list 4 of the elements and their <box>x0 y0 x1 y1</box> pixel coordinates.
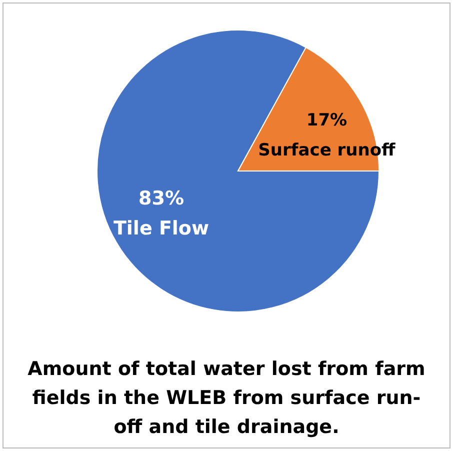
data-label: 17% <box>306 110 348 131</box>
text: Amount of total water lost from farm fields in the WLEB from surface run-off and tile drainage. <box>28 358 426 438</box>
slice-label: Tile Flow <box>113 217 210 240</box>
data-label: 83% <box>138 187 184 210</box>
